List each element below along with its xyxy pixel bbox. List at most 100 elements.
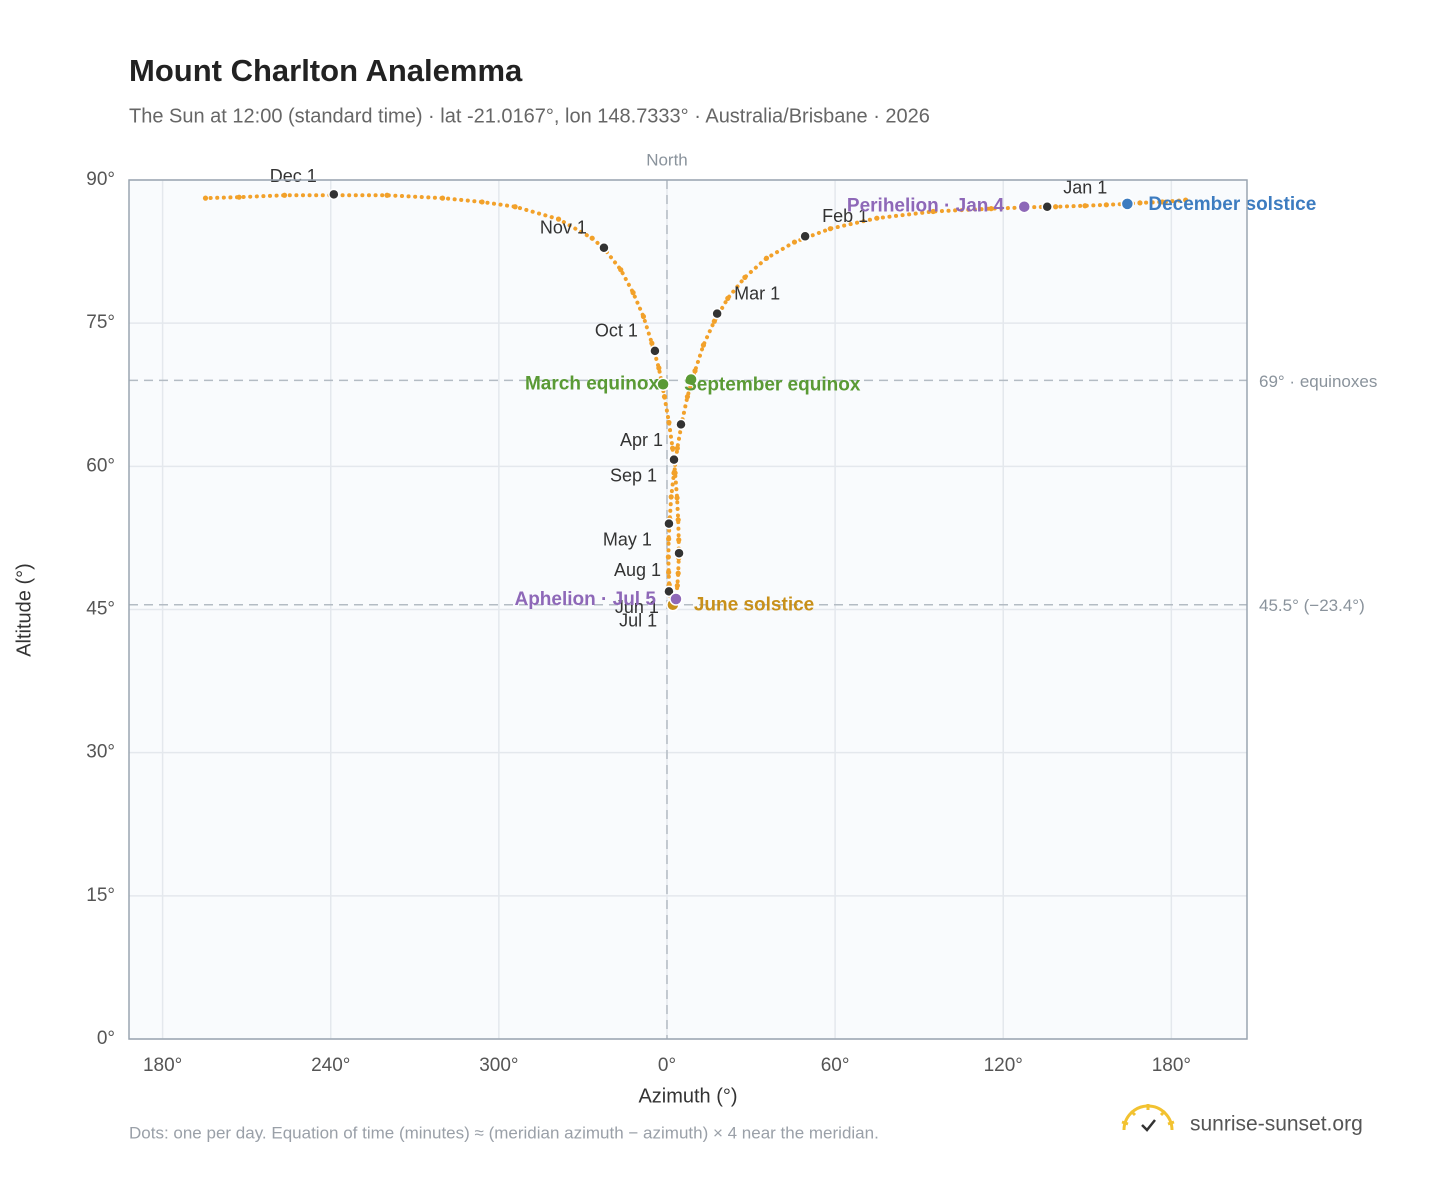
sun-dot (666, 419, 672, 426)
event-marker (1017, 199, 1031, 214)
month-marker (668, 453, 680, 466)
sun-dot (439, 195, 446, 201)
sun-dot (640, 313, 647, 320)
sun-dot (1159, 199, 1165, 205)
x-tick-label: 180° (1152, 1055, 1191, 1076)
sun-dot (202, 195, 209, 201)
x-tick-label: 300° (479, 1055, 518, 1076)
sun-dot (672, 470, 678, 476)
event-marker (1120, 197, 1135, 211)
sun-dot (656, 365, 662, 371)
sun-dot (1082, 203, 1088, 209)
x-axis-title: Azimuth (°) (638, 1085, 737, 1107)
month-marker (799, 230, 811, 243)
month-label: Mar 1 (734, 283, 780, 303)
sun-dot (630, 290, 636, 296)
sun-dot (1137, 200, 1143, 206)
sun-dot (742, 274, 748, 280)
sun-dot (1103, 202, 1109, 208)
sun-dot (236, 194, 242, 200)
sun-dot (1053, 204, 1059, 210)
sun-dot (649, 340, 655, 346)
y-tick-label: 0° (97, 1028, 115, 1049)
month-marker (649, 345, 661, 357)
sun-dot (666, 569, 672, 575)
brand-name: sunrise-sunset.org (1190, 1113, 1363, 1136)
sun-dot (692, 368, 698, 374)
sun-dot (665, 554, 671, 560)
month-marker (673, 547, 685, 559)
sun-dot (281, 192, 288, 198)
sun-dot (725, 295, 731, 301)
month-marker (663, 517, 675, 530)
x-tick-label: 120° (984, 1055, 1023, 1076)
event-label: Perihelion · Jan 4 (847, 196, 1005, 217)
event-marker (656, 377, 670, 392)
chart-subtitle: The Sun at 12:00 (standard time) · lat -… (129, 105, 930, 127)
sun-dot (666, 536, 672, 542)
month-marker (598, 242, 610, 254)
chart-title: Mount Charlton Analemma (129, 53, 523, 88)
y-tick-label: 90° (86, 169, 115, 190)
month-marker (1041, 200, 1053, 213)
sun-dot (684, 394, 691, 400)
sun-dot (675, 570, 681, 576)
y-tick-label: 75° (86, 312, 115, 333)
sun-dot (676, 537, 682, 543)
sun-dot (674, 495, 680, 501)
footnote: Dots: one per day. Equation of time (min… (129, 1123, 879, 1142)
sun-dot (988, 206, 994, 212)
reference-label: 45.5° (−23.4°) (1259, 596, 1365, 615)
y-axis-title: Altitude (°) (13, 563, 35, 657)
month-label: May 1 (603, 529, 652, 549)
y-tick-label: 15° (86, 885, 115, 906)
brand-logo (1121, 1104, 1175, 1132)
month-marker (711, 307, 723, 320)
month-marker (663, 585, 675, 598)
event-label: September equinox (684, 374, 861, 395)
sun-dot (668, 494, 674, 500)
sun-dot (555, 216, 562, 222)
event-marker (684, 372, 698, 387)
sun-dot (930, 208, 936, 215)
sun-dot (669, 445, 676, 451)
sun-dot (874, 215, 880, 221)
sun-dot (700, 342, 707, 348)
y-tick-label: 30° (86, 742, 115, 763)
sun-dot (674, 583, 680, 589)
month-label: Oct 1 (595, 321, 638, 341)
event-marker (669, 592, 683, 606)
month-label: Feb 1 (822, 206, 868, 226)
x-tick-label: 180° (143, 1055, 182, 1076)
month-label: Dec 1 (270, 166, 317, 186)
sun-dot (711, 318, 717, 324)
month-label: Apr 1 (620, 430, 663, 450)
event-label: Aphelion · Jul 5 (514, 589, 656, 610)
sun-dot (675, 517, 681, 523)
sun-dot (512, 204, 518, 210)
month-label: Jul 1 (619, 611, 657, 631)
reference-label: North (646, 150, 688, 169)
sun-dot (479, 199, 485, 205)
month-label: Jan 1 (1063, 177, 1107, 197)
sun-dot (589, 235, 595, 241)
sun-dot (791, 239, 798, 245)
reference-label: 69° · equinoxes (1259, 372, 1377, 391)
sun-dot (763, 255, 770, 261)
event-label: March equinox (525, 373, 660, 394)
y-tick-label: 45° (86, 599, 115, 620)
sun-dot (618, 267, 624, 273)
month-label: Jun 1 (615, 597, 659, 617)
event-label: June solstice (694, 595, 814, 616)
sun-dot (384, 192, 390, 198)
sun-dot (1183, 197, 1189, 203)
y-tick-label: 60° (86, 455, 115, 476)
month-marker (328, 188, 340, 201)
month-label: Aug 1 (614, 560, 661, 580)
event-label: December solstice (1148, 194, 1316, 215)
x-tick-label: 60° (821, 1055, 850, 1076)
month-label: Nov 1 (540, 218, 587, 238)
sun-dot (827, 226, 833, 232)
sun-dot (661, 394, 668, 400)
